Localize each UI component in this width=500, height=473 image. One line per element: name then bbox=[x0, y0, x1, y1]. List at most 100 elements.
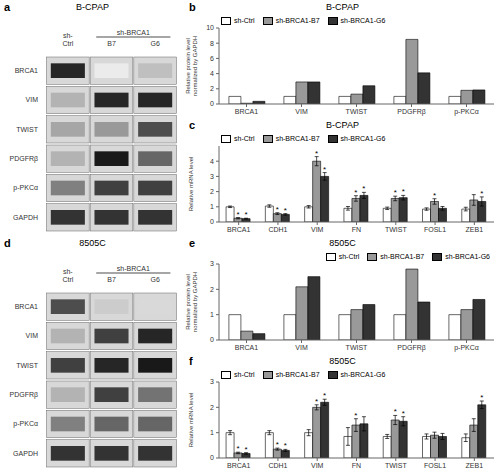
svg-text:TWIST: TWIST bbox=[346, 344, 368, 351]
svg-text:*: * bbox=[237, 444, 240, 453]
html-text:B-CPAP: B-CPAP bbox=[326, 2, 359, 12]
svg-text:GAPDH: GAPDH bbox=[13, 214, 38, 221]
html-text:B-CPAP: B-CPAP bbox=[326, 120, 359, 130]
svg-text:BRCA1: BRCA1 bbox=[227, 226, 250, 233]
svg-text:p-PKCα: p-PKCα bbox=[454, 344, 479, 352]
svg-text:p-PKCα: p-PKCα bbox=[454, 108, 479, 116]
svg-text:*: * bbox=[245, 445, 248, 454]
svg-text:*: * bbox=[394, 188, 397, 197]
svg-text:*: * bbox=[284, 441, 287, 450]
svg-text:2: 2 bbox=[210, 404, 214, 411]
svg-text:p-PKCα: p-PKCα bbox=[13, 420, 38, 428]
svg-text:p-PKCα: p-PKCα bbox=[13, 184, 38, 192]
html-text:a: a bbox=[4, 1, 11, 13]
svg-text:*: * bbox=[276, 205, 279, 214]
svg-text:*: * bbox=[480, 189, 483, 198]
svg-text:0: 0 bbox=[210, 100, 214, 107]
svg-text:2: 2 bbox=[210, 188, 214, 195]
svg-text:4: 4 bbox=[210, 158, 214, 165]
svg-text:BRCA1: BRCA1 bbox=[235, 108, 258, 115]
svg-text:FN: FN bbox=[352, 462, 361, 469]
svg-text:0: 0 bbox=[210, 454, 214, 461]
svg-text:PDGFRβ: PDGFRβ bbox=[397, 108, 426, 116]
svg-text:*: * bbox=[276, 440, 279, 449]
html-text:sh-Ctrl: sh-Ctrl bbox=[234, 17, 255, 24]
svg-text:*: * bbox=[315, 397, 318, 406]
svg-text:BRCA1: BRCA1 bbox=[235, 344, 258, 351]
svg-text:8: 8 bbox=[210, 40, 214, 47]
svg-text:4: 4 bbox=[210, 70, 214, 77]
svg-text:Relative mRNA level: Relative mRNA level bbox=[188, 393, 194, 448]
svg-text:2: 2 bbox=[210, 85, 214, 92]
html-text:sh-BRCA1-B7: sh-BRCA1-B7 bbox=[275, 17, 320, 24]
svg-text:*: * bbox=[237, 210, 240, 219]
svg-text:*: * bbox=[245, 210, 248, 219]
svg-text:*: * bbox=[354, 188, 357, 197]
svg-text:0: 0 bbox=[210, 336, 214, 343]
html-text:sh-BRCA1-G6: sh-BRCA1-G6 bbox=[340, 17, 386, 24]
svg-text:PDGFRβ: PDGFRβ bbox=[9, 391, 38, 399]
svg-text:Relative protein levelnormaliz: Relative protein levelnormalized by GAPD… bbox=[185, 272, 198, 332]
svg-text:FN: FN bbox=[352, 226, 361, 233]
svg-text:TWIST: TWIST bbox=[16, 126, 38, 133]
svg-text:sh-Ctrl: sh-Ctrl bbox=[62, 32, 73, 47]
svg-text:TWIST: TWIST bbox=[385, 462, 407, 469]
svg-text:*: * bbox=[323, 165, 326, 174]
svg-text:B7: B7 bbox=[107, 40, 116, 47]
svg-text:FOSL1: FOSL1 bbox=[424, 226, 446, 233]
svg-text:CDH1: CDH1 bbox=[268, 462, 287, 469]
svg-text:B7: B7 bbox=[107, 276, 116, 283]
svg-text:6: 6 bbox=[210, 55, 214, 62]
svg-text:VIM: VIM bbox=[26, 96, 39, 103]
svg-text:1: 1 bbox=[210, 203, 214, 210]
svg-text:2: 2 bbox=[210, 286, 214, 293]
svg-text:CDH1: CDH1 bbox=[268, 226, 287, 233]
svg-text:0: 0 bbox=[210, 218, 214, 225]
svg-text:BRCA1: BRCA1 bbox=[227, 462, 250, 469]
svg-text:sh-BRCA1: sh-BRCA1 bbox=[117, 29, 150, 36]
svg-text:*: * bbox=[394, 407, 397, 416]
svg-text:10: 10 bbox=[206, 24, 214, 31]
svg-text:*: * bbox=[315, 149, 318, 158]
svg-text:PDGFRβ: PDGFRβ bbox=[397, 344, 426, 352]
svg-text:G6: G6 bbox=[150, 276, 159, 283]
svg-text:3: 3 bbox=[210, 378, 214, 385]
html-text:8505C: 8505C bbox=[329, 356, 356, 366]
svg-text:*: * bbox=[354, 411, 357, 420]
svg-text:*: * bbox=[480, 393, 483, 402]
svg-text:3: 3 bbox=[210, 260, 214, 267]
svg-text:Relative protein levelnormaliz: Relative protein levelnormalized by GAPD… bbox=[185, 36, 198, 96]
svg-text:VIM: VIM bbox=[295, 108, 308, 115]
svg-text:VIM: VIM bbox=[295, 344, 308, 351]
svg-text:sh-Ctrl: sh-Ctrl bbox=[62, 268, 73, 283]
svg-text:VIM: VIM bbox=[311, 462, 324, 469]
svg-text:VIM: VIM bbox=[311, 226, 324, 233]
html-text:b: b bbox=[189, 1, 196, 13]
svg-text:TWIST: TWIST bbox=[16, 362, 38, 369]
svg-text:GAPDH: GAPDH bbox=[13, 450, 38, 457]
svg-text:sh-BRCA1: sh-BRCA1 bbox=[117, 265, 150, 272]
svg-text:*: * bbox=[284, 206, 287, 215]
svg-text:VIM: VIM bbox=[26, 332, 39, 339]
svg-text:ZEB1: ZEB1 bbox=[466, 226, 484, 233]
svg-text:PDGFRβ: PDGFRβ bbox=[9, 155, 38, 163]
html-text:8505C: 8505C bbox=[329, 238, 356, 248]
svg-text:FOSL1: FOSL1 bbox=[424, 462, 446, 469]
svg-text:ZEB1: ZEB1 bbox=[466, 462, 484, 469]
html-text:B-CPAP: B-CPAP bbox=[76, 2, 109, 12]
svg-text:BRCA1: BRCA1 bbox=[15, 303, 38, 310]
svg-text:*: * bbox=[323, 391, 326, 400]
svg-text:*: * bbox=[433, 191, 436, 200]
svg-text:TWIST: TWIST bbox=[385, 226, 407, 233]
svg-text:G6: G6 bbox=[150, 40, 159, 47]
svg-text:Relative mRNA level: Relative mRNA level bbox=[188, 157, 194, 212]
svg-text:BRCA1: BRCA1 bbox=[15, 67, 38, 74]
svg-text:*: * bbox=[362, 184, 365, 193]
svg-text:*: * bbox=[402, 187, 405, 196]
svg-text:*: * bbox=[402, 409, 405, 418]
svg-text:TWIST: TWIST bbox=[346, 108, 368, 115]
svg-text:1: 1 bbox=[210, 429, 214, 436]
svg-text:1: 1 bbox=[210, 311, 214, 318]
svg-text:3: 3 bbox=[210, 173, 214, 180]
html-text:8505C: 8505C bbox=[79, 238, 106, 248]
